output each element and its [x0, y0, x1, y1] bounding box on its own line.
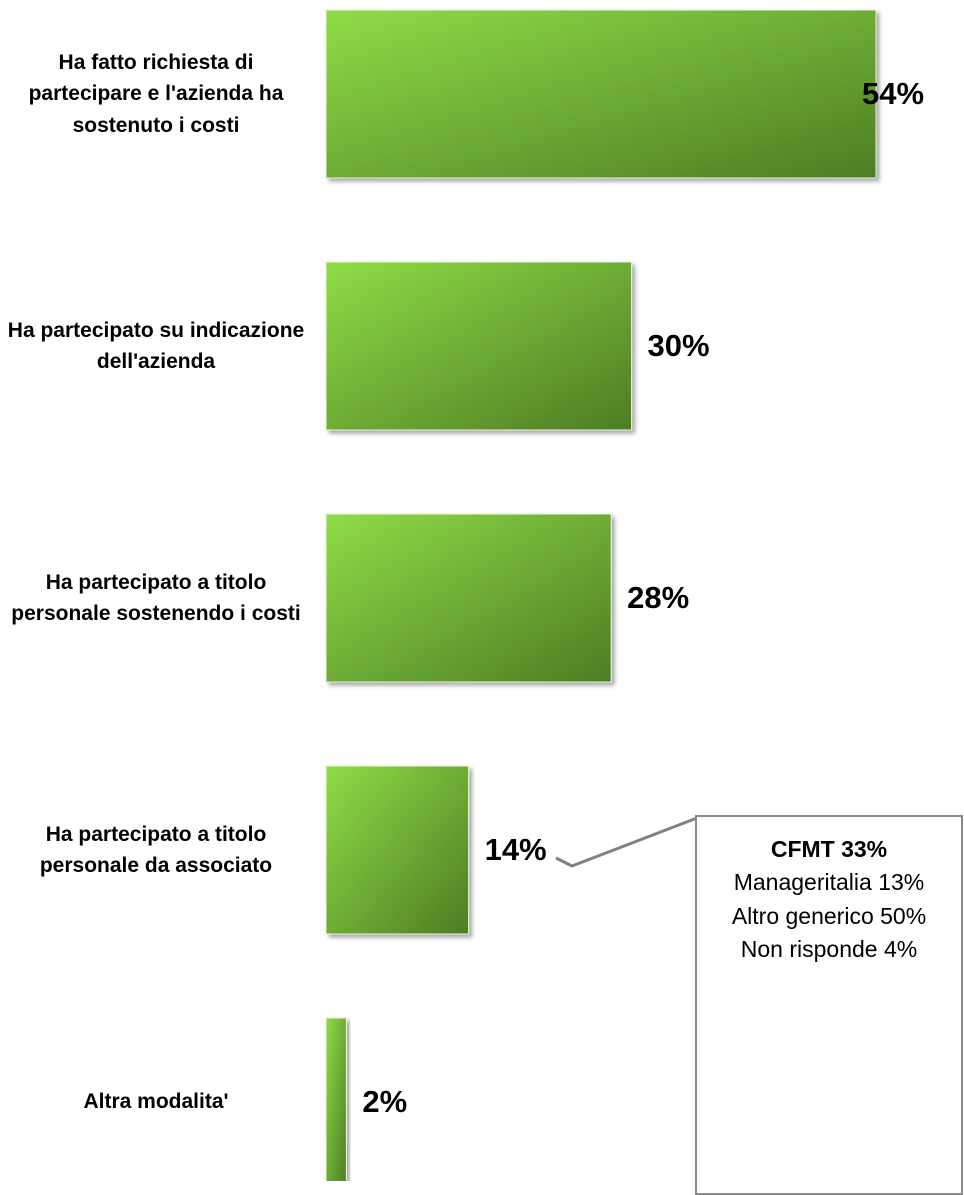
annotation-line: Altro generico 50%: [731, 902, 927, 929]
category-label: Altra modalita': [83, 1090, 229, 1114]
value-label: 2%: [362, 1084, 408, 1119]
category-label: Ha partecipato a titolo personale da ass…: [39, 822, 273, 878]
callout-line: [555, 816, 698, 868]
category-label: Ha partecipato a titolo personale sosten…: [11, 570, 301, 626]
bar: [325, 1017, 347, 1181]
annotation-box: CFMT 33% Manageritalia 13% Altro generico…: [695, 815, 963, 1195]
bar: [325, 765, 470, 935]
value-label: 28%: [627, 580, 690, 615]
bar: [325, 9, 877, 179]
annotation-title: CFMT 33%: [770, 836, 888, 862]
annotation-line: Manageritalia 13%: [733, 869, 925, 896]
category-label: Ha partecipato su indicazione dell'azien…: [7, 318, 305, 374]
annotation-line: Non risponde 4%: [740, 936, 918, 963]
bar: [325, 261, 633, 431]
bar: [325, 513, 612, 683]
value-label: 54%: [862, 76, 925, 111]
value-label: 14%: [484, 832, 547, 867]
value-label: 30%: [647, 328, 710, 363]
category-label: Ha fatto richiesta di partecipare e l'az…: [28, 50, 284, 137]
